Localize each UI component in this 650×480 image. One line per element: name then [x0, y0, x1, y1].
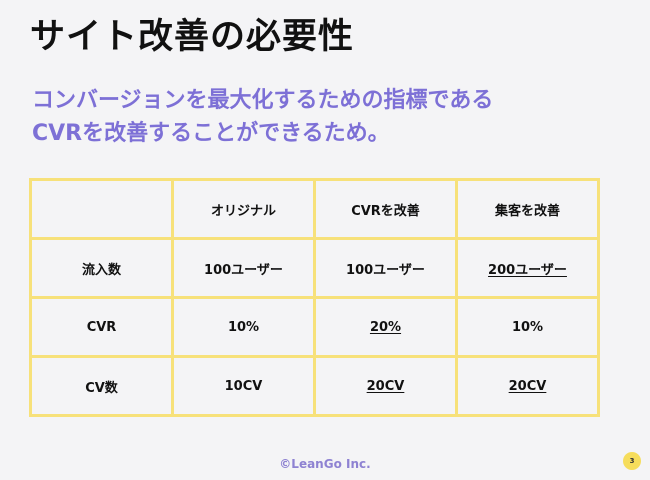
- header-cell-cvr-improve: CVRを改善: [313, 178, 458, 240]
- cell-cvr-cvr-improve-text: 20%: [369, 319, 402, 335]
- cell-traffic-cvr-improve: 100ユーザー: [313, 237, 458, 299]
- cell-cv-original: 10CV: [171, 355, 316, 417]
- cell-cvr-original: 10%: [171, 296, 316, 358]
- subtitle-line-2: CVRを改善することができるため。: [32, 121, 390, 146]
- cell-traffic-traffic-improve-text: 200ユーザー: [488, 262, 567, 278]
- row-label-traffic: 流入数: [29, 237, 174, 299]
- cell-cv-cvr-improve-text: 20CV: [366, 378, 405, 394]
- cell-cvr-cvr-improve: 20%: [313, 296, 458, 358]
- subtitle-line-1: コンバージョンを最大化するための指標である: [32, 88, 494, 113]
- cell-cvr-traffic-improve: 10%: [455, 296, 600, 358]
- table-row-traffic: 流入数 100ユーザー 100ユーザー 200ユーザー: [29, 237, 600, 299]
- cell-cv-cvr-improve: 20CV: [313, 355, 458, 417]
- table-row-cv-count: CV数 10CV 20CV 20CV: [29, 355, 600, 417]
- cell-traffic-traffic-improve: 200ユーザー: [455, 237, 600, 299]
- cell-traffic-original: 100ユーザー: [171, 237, 316, 299]
- slide-title: サイト改善の必要性: [30, 17, 355, 57]
- cell-cv-traffic-improve-text: 20CV: [508, 378, 547, 394]
- slide-subtitle: コンバージョンを最大化するための指標である CVRを改善することができるため。: [32, 84, 493, 150]
- header-cell-original: オリジナル: [171, 178, 316, 240]
- row-label-cv-count: CV数: [29, 355, 174, 417]
- comparison-table: オリジナル CVRを改善 集客を改善 流入数 100ユーザー 100ユーザー 2…: [29, 178, 600, 417]
- header-cell-empty: [29, 178, 174, 240]
- page-number-badge: 3: [623, 452, 641, 470]
- header-cell-traffic-improve: 集客を改善: [455, 178, 600, 240]
- cell-cv-traffic-improve: 20CV: [455, 355, 600, 417]
- table-row-cvr: CVR 10% 20% 10%: [29, 296, 600, 358]
- copyright-footer: ©LeanGo Inc.: [279, 457, 371, 471]
- table-header-row: オリジナル CVRを改善 集客を改善: [29, 178, 600, 240]
- row-label-cvr: CVR: [29, 296, 174, 358]
